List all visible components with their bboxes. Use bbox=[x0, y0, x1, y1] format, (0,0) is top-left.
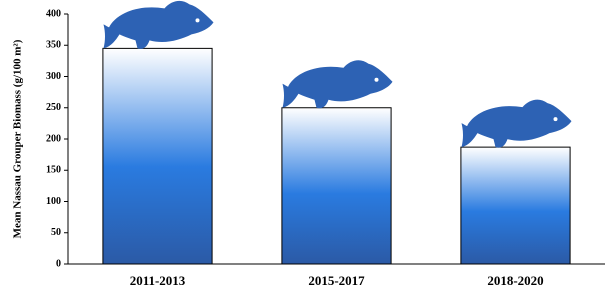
bar bbox=[461, 147, 570, 264]
bar bbox=[282, 108, 391, 264]
x-tick-label: 2018-2020 bbox=[487, 273, 543, 288]
chart: Mean Nassau Grouper Biomass (g/100 m²) 0… bbox=[0, 0, 612, 289]
y-tick-label: 50 bbox=[51, 227, 61, 238]
fish-icon bbox=[462, 100, 572, 148]
y-tick-label: 400 bbox=[46, 8, 61, 19]
x-tick-label: 2011-2013 bbox=[130, 273, 186, 288]
y-tick-label: 200 bbox=[46, 133, 61, 144]
bar bbox=[103, 48, 212, 264]
y-tick-label: 250 bbox=[46, 102, 61, 113]
y-tick-label: 350 bbox=[46, 40, 61, 51]
y-tick-label: 300 bbox=[46, 71, 61, 82]
x-tick-label: 2015-2017 bbox=[308, 273, 365, 288]
y-tick-label: 150 bbox=[46, 165, 61, 176]
fish-icon bbox=[283, 60, 393, 108]
y-tick-label: 0 bbox=[56, 258, 61, 269]
y-tick-label: 100 bbox=[46, 196, 61, 207]
y-axis-label: Mean Nassau Grouper Biomass (g/100 m²) bbox=[12, 39, 24, 238]
fish-icon bbox=[104, 1, 214, 49]
